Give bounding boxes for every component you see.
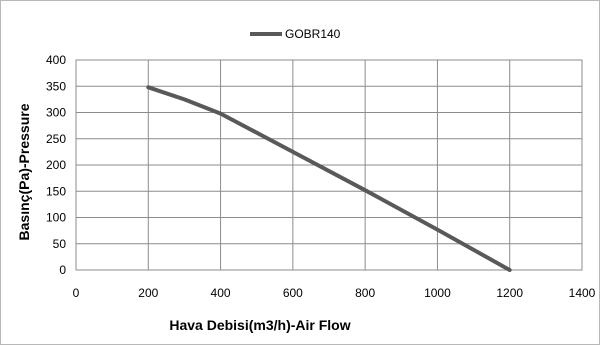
x-tick-label: 800 xyxy=(355,286,375,300)
x-tick-label: 1200 xyxy=(496,286,523,300)
data-point xyxy=(182,97,186,101)
x-tick-label: 200 xyxy=(138,286,158,300)
x-tick-label: 600 xyxy=(283,286,303,300)
legend: GOBR140 xyxy=(250,27,341,41)
plot-area xyxy=(75,59,583,271)
x-tick-label: 1000 xyxy=(424,286,451,300)
legend-label: GOBR140 xyxy=(285,27,341,41)
grid-lines xyxy=(75,59,583,271)
y-tick-labels: 0 50 100 150 200 250 300 350 400 xyxy=(46,53,66,277)
x-tick-label: 400 xyxy=(211,286,231,300)
data-point xyxy=(291,150,295,154)
data-point xyxy=(435,228,439,232)
y-tick-label: 300 xyxy=(46,106,66,120)
x-tick-labels: 0 200 400 600 800 1000 1200 1400 xyxy=(73,286,596,300)
x-tick-label: 0 xyxy=(73,286,80,300)
data-point xyxy=(146,85,150,89)
series-line xyxy=(146,85,512,272)
y-tick-label: 350 xyxy=(46,79,66,93)
y-tick-label: 200 xyxy=(46,158,66,172)
y-tick-label: 250 xyxy=(46,132,66,146)
y-tick-label: 50 xyxy=(53,237,67,251)
y-tick-label: 400 xyxy=(46,53,66,67)
x-tick-label: 1400 xyxy=(569,286,596,300)
y-axis-title: Basınç(Pa)-Pressure xyxy=(16,103,32,240)
y-tick-label: 150 xyxy=(46,184,66,198)
series-layer xyxy=(146,85,512,272)
data-point xyxy=(508,268,512,272)
x-axis-title: Hava Debisi(m3/h)-Air Flow xyxy=(169,317,350,333)
y-tick-label: 100 xyxy=(46,211,66,225)
data-point xyxy=(219,112,223,116)
data-point xyxy=(363,188,367,192)
y-tick-label: 0 xyxy=(59,263,66,277)
